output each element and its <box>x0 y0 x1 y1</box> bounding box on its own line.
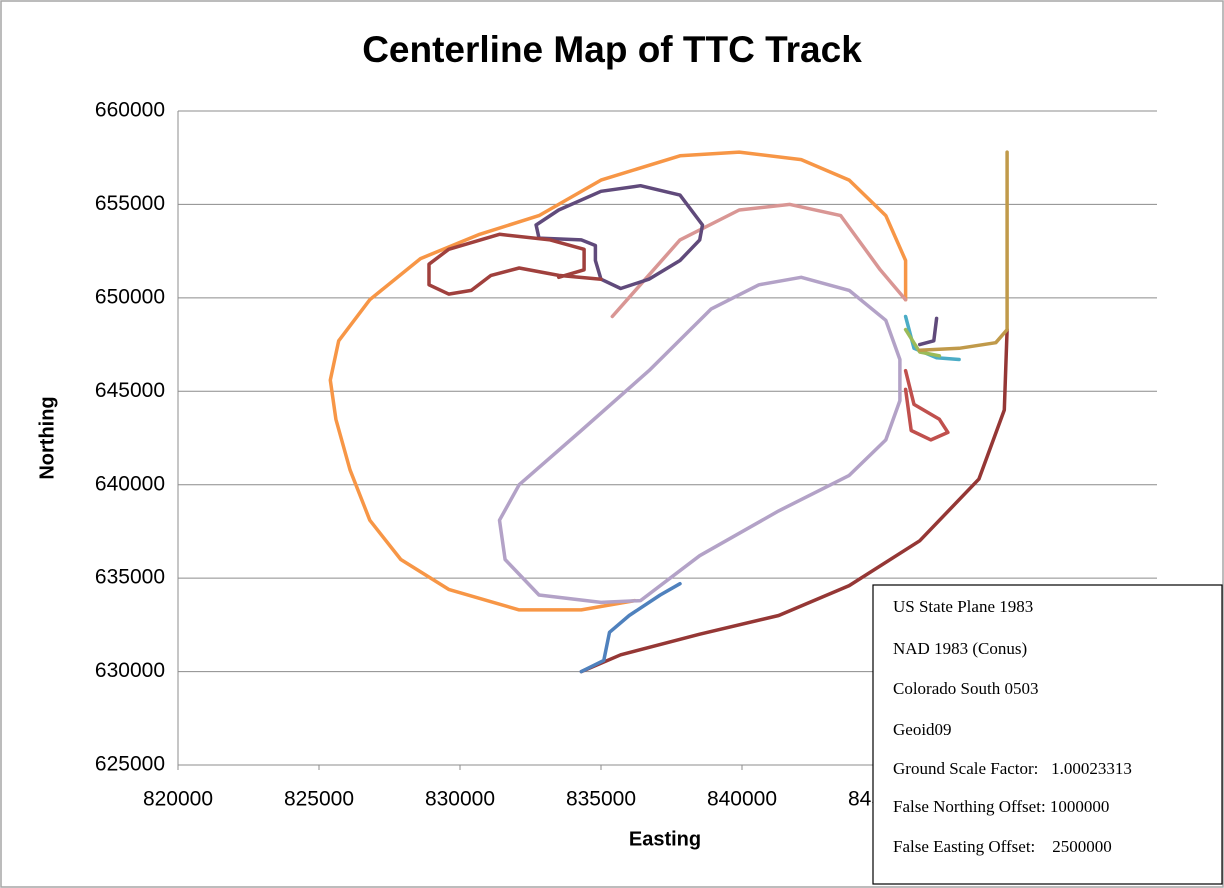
track-line <box>917 316 939 347</box>
plot-area <box>328 150 1009 674</box>
track-line <box>610 202 908 319</box>
x-axis-label: Easting <box>629 828 701 850</box>
x-tick-label: 825000 <box>284 788 354 811</box>
info-line: Geoid09 <box>893 720 952 739</box>
y-tick-label: 640000 <box>95 472 165 495</box>
y-tick-label: 645000 <box>95 379 165 402</box>
chart-title: Centerline Map of TTC Track <box>362 29 862 70</box>
info-box: US State Plane 1983 NAD 1983 (Conus) Color… <box>872 584 1223 885</box>
x-tick-label: 820000 <box>143 788 213 811</box>
info-line: Colorado South 0503 <box>893 679 1038 698</box>
y-tick-label: 650000 <box>95 285 165 308</box>
track-line <box>534 183 705 291</box>
track-line <box>497 275 902 605</box>
track-line <box>917 150 1009 352</box>
track-line <box>579 327 1009 674</box>
track-line <box>903 327 942 358</box>
y-tick-label: 660000 <box>95 99 165 122</box>
track-line <box>903 368 950 442</box>
track-line <box>579 581 682 674</box>
x-tick-label: 830000 <box>425 788 495 811</box>
info-line: US State Plane 1983 <box>893 597 1033 616</box>
info-box-frame <box>872 584 1223 885</box>
y-tick-label: 655000 <box>95 192 165 215</box>
info-line: NAD 1983 (Conus) <box>893 639 1027 658</box>
y-tick-label: 635000 <box>95 566 165 589</box>
info-line: Ground Scale Factor: 1.00023313 <box>893 759 1132 778</box>
y-axis-label: Northing <box>36 396 58 479</box>
y-tick-label: 630000 <box>95 659 165 682</box>
info-line: False Northing Offset: 1000000 <box>893 797 1109 816</box>
track-line <box>328 150 908 612</box>
x-tick-label: 835000 <box>566 788 636 811</box>
track-line <box>427 232 603 296</box>
info-line: False Easting Offset: 2500000 <box>893 837 1112 856</box>
x-tick-label: 840000 <box>707 788 777 811</box>
y-tick-label: 625000 <box>95 753 165 776</box>
